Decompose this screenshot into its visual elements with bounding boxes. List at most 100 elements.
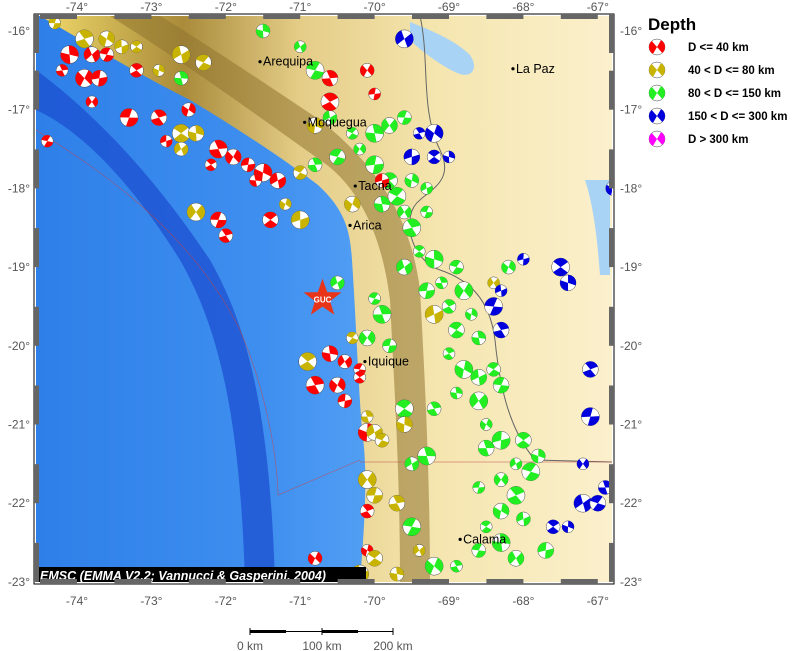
earthquake-event[interactable] bbox=[454, 360, 474, 379]
earthquake-event[interactable] bbox=[346, 331, 359, 345]
earthquake-event[interactable] bbox=[279, 197, 292, 211]
earthquake-event[interactable] bbox=[424, 249, 444, 269]
earthquake-event[interactable] bbox=[424, 305, 444, 324]
legend-beachball-icon[interactable] bbox=[648, 130, 666, 148]
earthquake-event[interactable] bbox=[360, 410, 374, 423]
earthquake-event[interactable] bbox=[589, 494, 607, 512]
earthquake-event[interactable] bbox=[359, 503, 375, 519]
earthquake-event[interactable] bbox=[366, 487, 383, 504]
earthquake-event[interactable] bbox=[55, 64, 69, 77]
earthquake-event[interactable] bbox=[397, 204, 412, 220]
map-area[interactable]: Arequipa La Paz Moquegua Tacna Arica Iquique C… bbox=[36, 16, 620, 583]
earthquake-event[interactable] bbox=[402, 218, 422, 237]
earthquake-event[interactable] bbox=[290, 210, 310, 230]
earthquake-event[interactable] bbox=[387, 187, 407, 206]
earthquake-event[interactable] bbox=[521, 462, 541, 481]
earthquake-event[interactable] bbox=[224, 148, 242, 166]
earthquake-event[interactable] bbox=[412, 245, 426, 258]
earthquake-event[interactable] bbox=[507, 550, 525, 567]
earthquake-event[interactable] bbox=[305, 375, 325, 395]
earthquake-event[interactable] bbox=[358, 329, 376, 347]
legend-beachball-icon[interactable] bbox=[648, 61, 666, 79]
earthquake-event[interactable] bbox=[417, 446, 436, 466]
earthquake-event[interactable] bbox=[516, 511, 531, 527]
earthquake-event[interactable] bbox=[365, 155, 384, 175]
earthquake-event[interactable] bbox=[395, 29, 414, 49]
earthquake-event[interactable] bbox=[98, 30, 116, 48]
earthquake-event[interactable] bbox=[306, 117, 324, 134]
earthquake-event[interactable] bbox=[60, 45, 79, 64]
earthquake-event[interactable] bbox=[152, 64, 166, 77]
earthquake-event[interactable] bbox=[262, 211, 279, 229]
earthquake-event[interactable] bbox=[160, 134, 173, 148]
earthquake-event[interactable] bbox=[395, 399, 414, 419]
earthquake-event[interactable] bbox=[204, 158, 218, 172]
earthquake-event[interactable] bbox=[346, 127, 359, 140]
earthquake-event[interactable] bbox=[368, 87, 381, 101]
earthquake-event[interactable] bbox=[171, 45, 191, 64]
earthquake-event[interactable] bbox=[479, 520, 493, 534]
earthquake-event[interactable] bbox=[412, 127, 426, 140]
earthquake-event[interactable] bbox=[582, 361, 599, 378]
legend-beachball-icon[interactable] bbox=[648, 84, 666, 102]
earthquake-event[interactable] bbox=[218, 228, 234, 243]
earthquake-event[interactable] bbox=[368, 292, 381, 305]
earthquake-event[interactable] bbox=[330, 275, 345, 291]
earthquake-event[interactable] bbox=[470, 369, 488, 386]
earthquake-event[interactable] bbox=[321, 69, 339, 87]
earthquake-event[interactable] bbox=[441, 299, 457, 314]
earthquake-event[interactable] bbox=[492, 376, 510, 394]
earthquake-event[interactable] bbox=[240, 157, 256, 173]
earthquake-event[interactable] bbox=[329, 148, 346, 166]
earthquake-event[interactable] bbox=[545, 519, 561, 535]
earthquake-event[interactable] bbox=[114, 39, 129, 54]
earthquake-event[interactable] bbox=[75, 29, 94, 49]
earthquake-event[interactable] bbox=[366, 550, 383, 567]
earthquake-event[interactable] bbox=[130, 40, 143, 53]
earthquake-event[interactable] bbox=[442, 347, 456, 360]
earthquake-event[interactable] bbox=[129, 63, 144, 78]
earthquake-event[interactable] bbox=[119, 108, 139, 127]
legend-beachball-icon[interactable] bbox=[648, 107, 666, 125]
earthquake-event[interactable] bbox=[404, 456, 420, 472]
earthquake-event[interactable] bbox=[404, 173, 420, 188]
earthquake-event[interactable] bbox=[186, 202, 206, 222]
earthquake-event[interactable] bbox=[397, 110, 412, 125]
earthquake-event[interactable] bbox=[561, 520, 575, 534]
earthquake-event[interactable] bbox=[181, 102, 196, 117]
earthquake-event[interactable] bbox=[576, 457, 590, 471]
earthquake-event[interactable] bbox=[187, 125, 205, 142]
earthquake-event[interactable] bbox=[337, 354, 353, 369]
earthquake-event[interactable] bbox=[382, 338, 397, 354]
earthquake-event[interactable] bbox=[531, 448, 546, 464]
earthquake-event[interactable] bbox=[305, 61, 325, 80]
earthquake-event[interactable] bbox=[209, 139, 228, 159]
earthquake-event[interactable] bbox=[307, 157, 323, 173]
earthquake-event[interactable] bbox=[424, 124, 444, 143]
earthquake-event[interactable] bbox=[99, 47, 115, 62]
earthquake-event[interactable] bbox=[40, 134, 54, 148]
earthquake-event[interactable] bbox=[307, 551, 323, 566]
earthquake-event[interactable] bbox=[472, 481, 486, 494]
earthquake-event[interactable] bbox=[573, 493, 593, 513]
earthquake-event[interactable] bbox=[403, 148, 421, 166]
earthquake-event[interactable] bbox=[509, 457, 523, 471]
earthquake-event[interactable] bbox=[450, 559, 463, 573]
earthquake-event[interactable] bbox=[517, 252, 530, 266]
earthquake-event[interactable] bbox=[426, 401, 442, 417]
earthquake-event[interactable] bbox=[381, 117, 398, 134]
earthquake-event[interactable] bbox=[357, 470, 377, 489]
earthquake-event[interactable] bbox=[420, 182, 433, 195]
earthquake-event[interactable] bbox=[150, 109, 168, 126]
earthquake-event[interactable] bbox=[321, 345, 339, 362]
earthquake-event[interactable] bbox=[353, 371, 366, 384]
earthquake-event[interactable] bbox=[537, 542, 554, 559]
earthquake-event[interactable] bbox=[420, 205, 433, 219]
earthquake-event[interactable] bbox=[454, 281, 474, 300]
earthquake-event[interactable] bbox=[171, 124, 191, 143]
earthquake-event[interactable] bbox=[396, 416, 413, 433]
earthquake-event[interactable] bbox=[365, 124, 384, 143]
earthquake-event[interactable] bbox=[353, 142, 366, 156]
earthquake-event[interactable] bbox=[337, 393, 353, 409]
earthquake-event[interactable] bbox=[412, 544, 426, 557]
